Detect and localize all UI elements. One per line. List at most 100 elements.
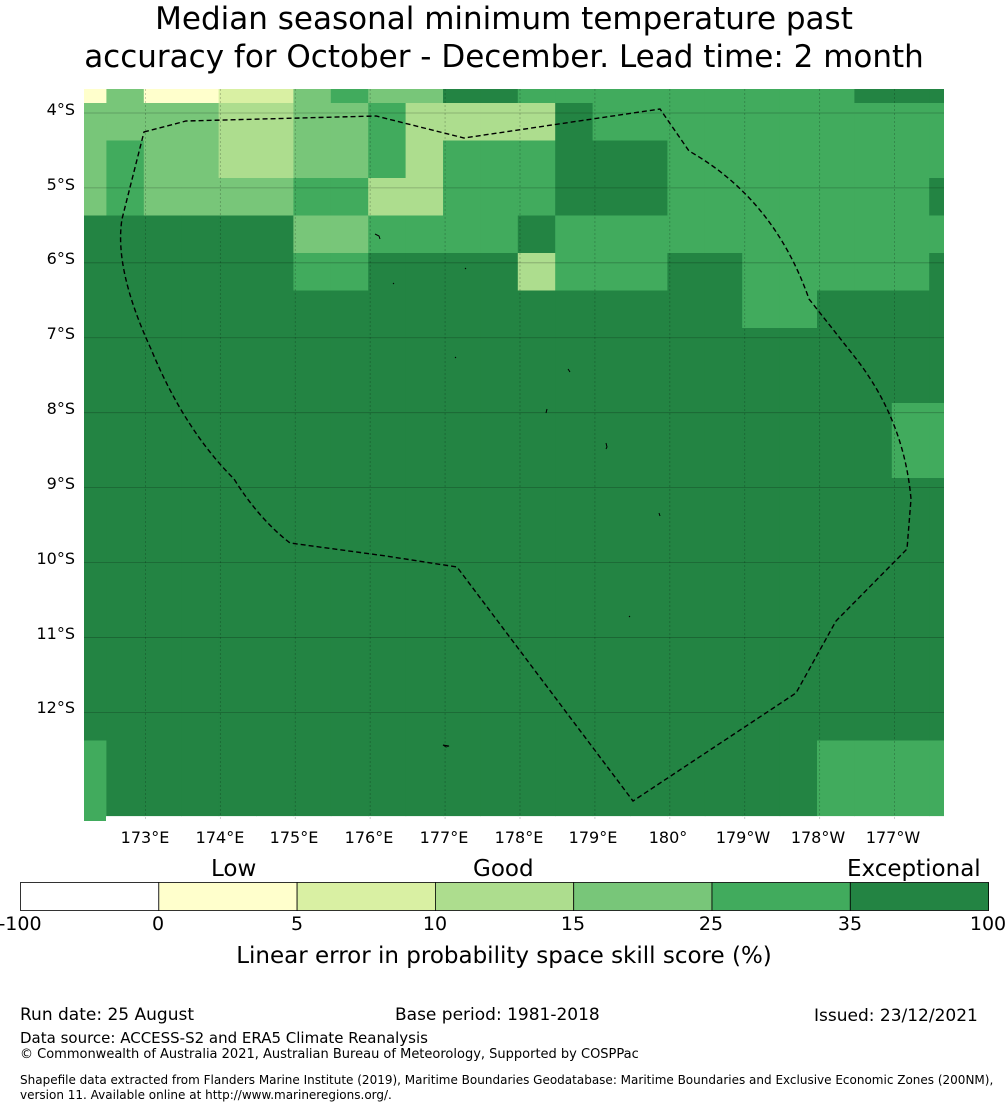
skill-cell — [368, 740, 407, 779]
skill-cell — [293, 703, 332, 742]
skill-cell — [480, 215, 519, 254]
skill-cell — [592, 440, 631, 479]
skill-cell — [630, 778, 668, 817]
skill-cell — [555, 403, 594, 442]
skill-cell — [443, 515, 481, 554]
skill-cell — [592, 515, 631, 554]
skill-cell — [330, 553, 369, 592]
skill-cell — [106, 478, 145, 517]
skill-cell — [256, 778, 294, 817]
skill-cell — [742, 253, 781, 292]
category-exceptional: Exceptional — [847, 856, 981, 882]
skill-cell — [742, 215, 781, 254]
lat-label: 12°S — [36, 698, 75, 717]
skill-cell — [480, 703, 519, 742]
lat-label: 8°S — [46, 399, 75, 418]
skill-cell — [929, 253, 944, 292]
skill-cell — [84, 89, 107, 104]
skill-cell — [667, 703, 706, 742]
skill-cell — [106, 365, 145, 404]
skill-cell — [106, 215, 145, 254]
skill-cell — [368, 328, 407, 367]
skill-cell — [143, 703, 182, 742]
skill-cell — [106, 740, 145, 779]
skill-cell — [704, 440, 743, 479]
skill-cell — [330, 253, 369, 292]
skill-cell — [817, 178, 855, 217]
skill-cell — [480, 253, 519, 292]
skill-cell — [181, 140, 220, 179]
skill-cell — [742, 478, 781, 517]
skill-cell — [592, 178, 631, 217]
skill-cell — [143, 253, 182, 292]
skill-cell — [779, 440, 818, 479]
skill-cell — [817, 440, 855, 479]
skill-cell — [218, 778, 257, 817]
skill-cell — [817, 590, 855, 629]
skill-cell — [779, 365, 818, 404]
skill-cell — [368, 253, 407, 292]
skill-cell — [667, 515, 706, 554]
skill-cell — [630, 253, 668, 292]
lon-label: 176°E — [344, 828, 394, 847]
skill-cell — [630, 440, 668, 479]
skill-cell — [480, 553, 519, 592]
skill-cell — [742, 590, 781, 629]
skill-cell — [293, 665, 332, 704]
skill-cell — [854, 403, 893, 442]
shapefile-credit-line-2: version 11. Available online at http://w… — [20, 1088, 392, 1102]
skill-cell — [704, 89, 743, 104]
skill-cell — [817, 740, 855, 779]
lon-label: 180° — [648, 828, 688, 847]
skill-cell — [592, 215, 631, 254]
skill-cell — [854, 290, 893, 329]
skill-cell — [368, 440, 407, 479]
skill-cell — [330, 89, 369, 104]
lon-label: 178°E — [494, 828, 544, 847]
skill-cell — [443, 215, 481, 254]
skill-cell — [891, 178, 930, 217]
skill-cell — [779, 515, 818, 554]
colorbar-label: Linear error in probability space skill … — [236, 943, 772, 969]
skill-score-map — [84, 89, 944, 821]
skill-cell — [742, 628, 781, 667]
skill-cell — [368, 590, 407, 629]
lon-label: 173°E — [120, 828, 170, 847]
skill-cell — [630, 515, 668, 554]
skill-cell — [854, 215, 893, 254]
skill-cell — [891, 140, 930, 179]
lat-label: 7°S — [46, 324, 75, 343]
skill-cell — [143, 365, 182, 404]
skill-cell — [368, 778, 407, 817]
skill-cell — [517, 178, 556, 217]
skill-cell — [293, 590, 332, 629]
skill-cell — [704, 103, 743, 142]
skill-cell — [405, 140, 444, 179]
skill-cell — [891, 328, 930, 367]
skill-cell — [443, 553, 481, 592]
skill-cell — [817, 365, 855, 404]
skill-cell — [84, 478, 107, 517]
colorbar-tick: 10 — [422, 913, 448, 935]
skill-cell — [256, 365, 294, 404]
skill-cell — [742, 665, 781, 704]
skill-cell — [181, 89, 220, 104]
skill-cell — [218, 628, 257, 667]
skill-cell — [817, 778, 855, 817]
skill-cell — [854, 140, 893, 179]
skill-cell — [405, 440, 444, 479]
skill-cell — [779, 778, 818, 817]
skill-cell — [143, 178, 182, 217]
skill-cell — [555, 515, 594, 554]
skill-cell — [143, 778, 182, 817]
island-outline — [392, 282, 395, 285]
skill-cell — [106, 515, 145, 554]
skill-cell — [256, 440, 294, 479]
skill-cell — [330, 515, 369, 554]
skill-cell — [667, 103, 706, 142]
skill-cell — [405, 740, 444, 779]
skill-cell — [854, 628, 893, 667]
skill-cell — [368, 215, 407, 254]
skill-cell — [181, 778, 220, 817]
skill-cell — [667, 590, 706, 629]
